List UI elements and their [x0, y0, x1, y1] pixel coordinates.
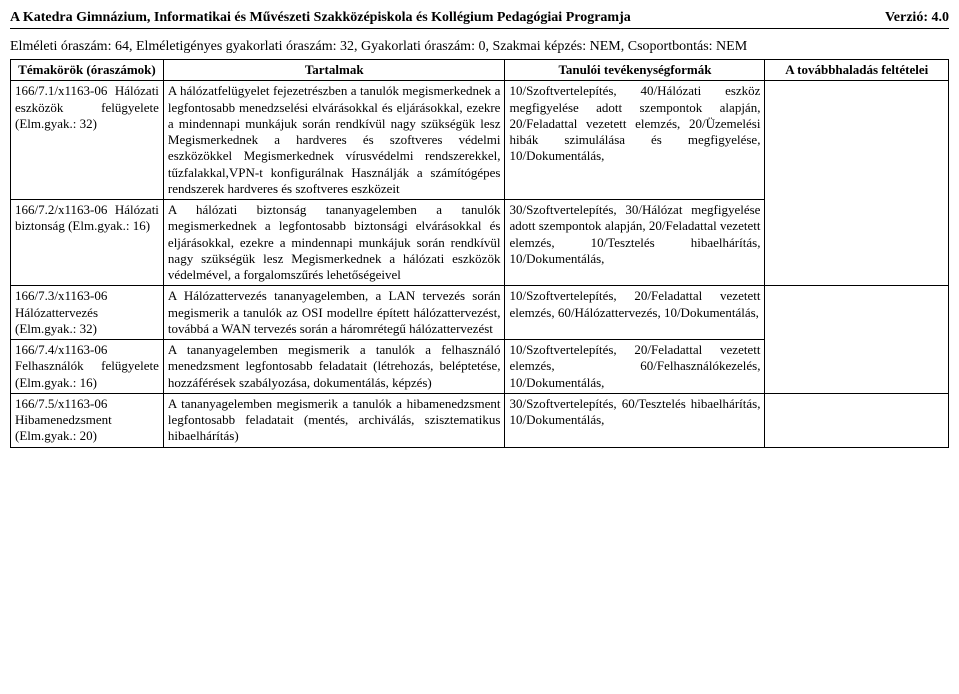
cell-activity: 10/Szoftvertelepítés, 20/Feladattal veze…	[505, 286, 765, 340]
col-header-activity: Tanulói tevékenységformák	[505, 60, 765, 81]
table-row: 166/7.5/x1163-06 Hibamenedzsment (Elm.gy…	[11, 393, 949, 447]
cell-activity: 10/Szoftvertelepítés, 20/Feladattal veze…	[505, 340, 765, 394]
cell-topic: 166/7.2/x1163-06 Hálózati biztonság (Elm…	[11, 200, 164, 286]
cell-requirement	[765, 286, 949, 394]
cell-content: A tananyagelemben megismerik a tanulók a…	[163, 340, 505, 394]
curriculum-table: Témakörök (óraszámok) Tartalmak Tanulói …	[10, 59, 949, 448]
table-header-row: Témakörök (óraszámok) Tartalmak Tanulói …	[11, 60, 949, 81]
cell-activity: 10/Szoftvertelepítés, 40/Hálózati eszköz…	[505, 81, 765, 200]
page-header: A Katedra Gimnázium, Informatikai és Műv…	[10, 10, 949, 29]
header-version: Verzió: 4.0	[885, 10, 949, 26]
intro-text: Elméleti óraszám: 64, Elméletigényes gya…	[10, 39, 949, 55]
cell-requirement	[765, 393, 949, 447]
cell-topic: 166/7.4/x1163-06 Felhasználók felügyelet…	[11, 340, 164, 394]
cell-topic: 166/7.1/x1163-06 Hálózati eszközök felüg…	[11, 81, 164, 200]
cell-topic: 166/7.5/x1163-06 Hibamenedzsment (Elm.gy…	[11, 393, 164, 447]
cell-activity: 30/Szoftvertelepítés, 30/Hálózat megfigy…	[505, 200, 765, 286]
cell-content: A tananyagelemben megismerik a tanulók a…	[163, 393, 505, 447]
cell-content: A hálózati biztonság tananyagelemben a t…	[163, 200, 505, 286]
table-row: 166/7.3/x1163-06 Hálózattervezés (Elm.gy…	[11, 286, 949, 340]
cell-content: A Hálózattervezés tananyagelemben, a LAN…	[163, 286, 505, 340]
col-header-content: Tartalmak	[163, 60, 505, 81]
cell-content: A hálózatfelügyelet fejezetrészben a tan…	[163, 81, 505, 200]
header-title: A Katedra Gimnázium, Informatikai és Műv…	[10, 10, 631, 26]
col-header-topic: Témakörök (óraszámok)	[11, 60, 164, 81]
cell-requirement	[765, 81, 949, 286]
cell-topic: 166/7.3/x1163-06 Hálózattervezés (Elm.gy…	[11, 286, 164, 340]
table-row: 166/7.1/x1163-06 Hálózati eszközök felüg…	[11, 81, 949, 200]
col-header-requirement: A továbbhaladás feltételei	[765, 60, 949, 81]
cell-activity: 30/Szoftvertelepítés, 60/Tesztelés hibae…	[505, 393, 765, 447]
